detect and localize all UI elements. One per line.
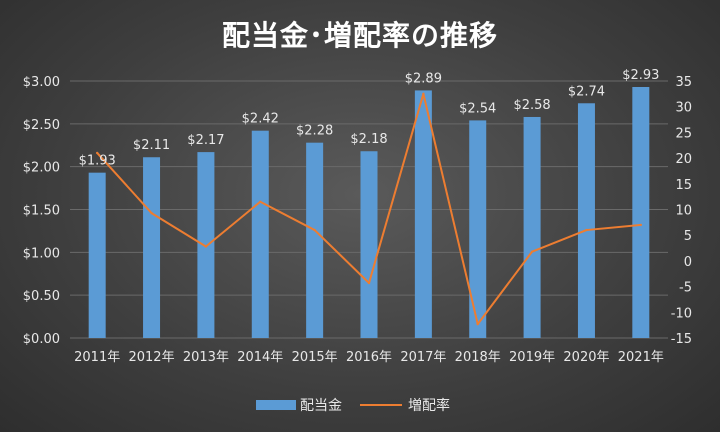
line-point <box>476 322 479 326</box>
right-tick-label: -15 <box>671 332 692 347</box>
line-point <box>367 281 371 285</box>
line-point <box>259 200 262 203</box>
category-label: 2011年 <box>74 350 120 365</box>
line-point <box>313 228 316 232</box>
data-label: $2.11 <box>133 138 170 153</box>
data-label: $2.93 <box>622 68 659 83</box>
category-label: 2021年 <box>618 350 664 365</box>
line-point <box>530 250 534 253</box>
right-tick-label: 15 <box>675 178 692 193</box>
category-label: 2012年 <box>128 350 174 365</box>
category-axis: 2011年 2012年 2013年 2014年 2015年 2016年 2017年 2018年… <box>74 350 664 365</box>
category-label: 2019年 <box>509 350 555 365</box>
line-point <box>204 245 208 248</box>
left-axis: $0.00 $0.50 $1.00 $1.50 $2.00 $2.50 $3.00 <box>23 75 60 347</box>
category-label: 2020年 <box>563 350 609 365</box>
bar <box>251 130 269 338</box>
chart-title: 配当金･増配率の推移 <box>221 19 498 52</box>
right-tick-label: 25 <box>675 126 692 141</box>
left-tick-label: $2.50 <box>23 118 60 133</box>
data-label: $2.74 <box>568 84 605 99</box>
bar <box>414 90 432 338</box>
data-label: $2.58 <box>513 98 550 113</box>
line-point <box>422 92 425 96</box>
bar <box>523 116 541 338</box>
data-label: $1.93 <box>79 154 116 169</box>
bar <box>306 142 324 338</box>
left-tick-label: $0.50 <box>23 289 60 304</box>
right-tick-label: -10 <box>671 306 692 321</box>
bar <box>88 172 106 338</box>
category-label: 2016年 <box>346 350 392 365</box>
left-tick-label: $1.50 <box>23 204 60 219</box>
category-label: 2015年 <box>292 350 338 365</box>
category-label: 2018年 <box>455 350 501 365</box>
category-label: 2017年 <box>400 350 446 365</box>
left-tick-label: $2.00 <box>23 161 60 176</box>
bar <box>197 152 215 338</box>
line-point <box>585 228 588 232</box>
legend-swatch-bar <box>256 400 296 410</box>
bar <box>360 151 378 338</box>
bar <box>577 103 595 338</box>
line-point <box>95 151 99 155</box>
right-axis: -15 -10 -5 0 5 10 15 20 25 30 35 <box>671 75 692 347</box>
legend: 配当金 増配率 <box>256 397 450 414</box>
data-label: $2.54 <box>459 101 496 116</box>
bar <box>469 120 487 338</box>
right-tick-label: 30 <box>675 101 692 116</box>
left-tick-label: $1.00 <box>23 246 60 261</box>
right-tick-label: 35 <box>675 75 692 90</box>
line-point <box>150 211 153 215</box>
category-label: 2014年 <box>237 350 283 365</box>
right-tick-label: 10 <box>675 204 692 219</box>
right-tick-label: 5 <box>684 229 692 244</box>
legend-label: 配当金 <box>300 398 342 414</box>
bar <box>143 157 161 338</box>
data-labels: $1.93 $2.11 $2.17 $2.42 $2.28 $2.18 $2.89 $2.54… <box>79 68 660 169</box>
line-series <box>95 92 643 326</box>
legend-label: 増配率 <box>408 397 450 414</box>
data-label: $2.28 <box>296 124 333 139</box>
right-tick-label: -5 <box>679 281 692 296</box>
left-tick-label: $3.00 <box>23 75 60 90</box>
line-point <box>639 223 643 227</box>
left-tick-label: $0.00 <box>23 332 60 347</box>
data-label: $2.42 <box>242 112 279 127</box>
bar-series <box>88 86 650 338</box>
category-label: 2013年 <box>183 350 229 365</box>
data-label: $2.89 <box>405 71 442 86</box>
right-tick-label: 0 <box>684 255 692 270</box>
right-tick-label: 20 <box>675 152 692 167</box>
bar <box>632 86 650 338</box>
data-label: $2.17 <box>187 133 224 148</box>
data-label: $2.18 <box>350 132 387 147</box>
